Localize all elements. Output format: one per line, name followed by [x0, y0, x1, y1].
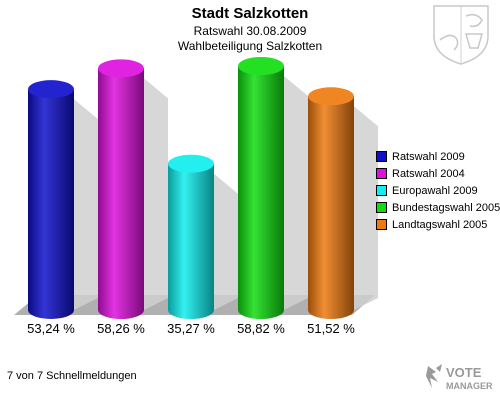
legend-label: Europawahl 2009 — [392, 185, 478, 197]
legend-label: Ratswahl 2004 — [392, 168, 465, 180]
legend-swatch — [376, 168, 387, 179]
bar-4 — [238, 66, 284, 319]
bar-shadow — [284, 76, 308, 310]
chart-subtitle-2: Wahlbeteiligung Salzkotten — [177, 39, 323, 53]
vote-manager-logo: VOTE MANAGER — [426, 364, 493, 391]
data-label-2: 58,26 % — [97, 321, 145, 336]
legend-swatch — [376, 185, 387, 196]
bar-cap-3 — [168, 154, 214, 173]
bar-shadow — [74, 99, 98, 310]
bar-3 — [168, 163, 214, 319]
bar-5 — [308, 96, 354, 319]
footer-status: 7 von 7 Schnellmeldungen — [7, 370, 137, 382]
legend-label: Landtagswahl 2005 — [392, 219, 488, 231]
bar-cap-4 — [238, 57, 284, 75]
coat-of-arms-icon — [433, 5, 489, 65]
bar-shadow — [144, 78, 168, 310]
legend-swatch — [376, 151, 387, 162]
bar-shadow — [354, 106, 378, 310]
data-label-5: 51,52 % — [307, 321, 355, 336]
bar-1 — [28, 89, 74, 319]
data-label-1: 53,24 % — [27, 321, 75, 336]
data-label-4: 58,82 % — [237, 321, 285, 336]
logo-text-top: VOTE — [446, 365, 482, 380]
bar-cap-1 — [28, 80, 74, 99]
legend-swatch — [376, 219, 387, 230]
bar-cap-5 — [308, 87, 354, 106]
chart-subtitle: Ratswahl 30.08.2009 — [193, 24, 307, 38]
chart-title: Stadt Salzkotten — [191, 5, 309, 22]
bar-cap-2 — [98, 59, 144, 78]
legend-label: Bundestagswahl 2005 — [392, 202, 500, 214]
bar-shadow — [214, 173, 238, 310]
logo-text-bottom: MANAGER — [446, 381, 493, 391]
legend-swatch — [376, 202, 387, 213]
bar-2 — [98, 68, 144, 319]
data-label-3: 35,27 % — [167, 321, 215, 336]
legend-label: Ratswahl 2009 — [392, 151, 465, 163]
